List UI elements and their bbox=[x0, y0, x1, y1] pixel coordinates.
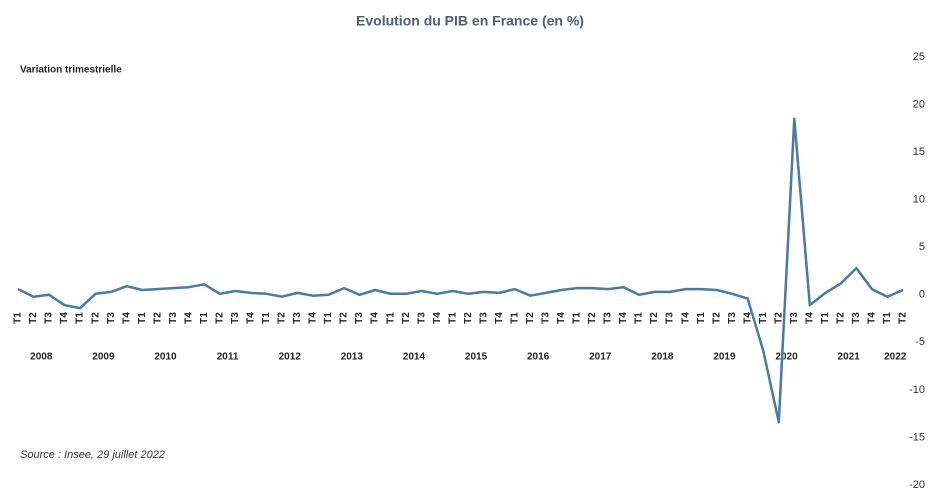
x-tick-label: T1 bbox=[13, 312, 24, 324]
x-tick-label: T4 bbox=[121, 312, 132, 324]
x-tick-label: T3 bbox=[727, 312, 738, 324]
x-tick-label: T4 bbox=[59, 312, 70, 324]
year-label: 2020 bbox=[775, 352, 798, 363]
x-tick-label: T1 bbox=[758, 312, 769, 324]
chart-title: Evolution du PIB en France (en %) bbox=[356, 13, 584, 29]
x-tick-label: T3 bbox=[44, 312, 55, 324]
x-tick-label: T4 bbox=[804, 312, 815, 324]
x-tick-label: T2 bbox=[649, 312, 660, 324]
x-tick-label: T2 bbox=[773, 312, 784, 324]
x-tick-label: T4 bbox=[308, 312, 319, 324]
x-tick-label: T3 bbox=[665, 312, 676, 324]
x-tick-label: T4 bbox=[742, 312, 753, 324]
data-line bbox=[17, 117, 904, 424]
x-tick-label: T4 bbox=[432, 312, 443, 324]
x-tick-label: T1 bbox=[882, 312, 893, 324]
x-tick-label: T2 bbox=[711, 312, 722, 324]
x-tick-label: T2 bbox=[277, 312, 288, 324]
y-tick-label: -20 bbox=[909, 479, 925, 491]
x-tick-label: T4 bbox=[618, 312, 629, 324]
year-label: 2010 bbox=[154, 352, 177, 363]
x-tick-label: T2 bbox=[463, 312, 474, 324]
x-tick-label: T1 bbox=[634, 312, 645, 324]
y-tick-label: 25 bbox=[913, 51, 925, 63]
x-tick-label: T3 bbox=[603, 312, 614, 324]
y-tick-label: 10 bbox=[913, 194, 925, 206]
x-tick-label: T1 bbox=[572, 312, 583, 324]
year-label: 2013 bbox=[341, 352, 364, 363]
x-tick-label: T2 bbox=[898, 312, 909, 324]
y-tick-label: -15 bbox=[909, 431, 925, 443]
x-tick-label: T2 bbox=[401, 312, 412, 324]
x-tick-label: T1 bbox=[75, 312, 86, 324]
y-tick-label: -5 bbox=[915, 336, 925, 348]
x-tick-label: T4 bbox=[680, 312, 691, 324]
x-tick-label: T4 bbox=[246, 312, 257, 324]
x-tick-label: T4 bbox=[556, 312, 567, 324]
x-tick-label: T3 bbox=[230, 312, 241, 324]
year-label: 2021 bbox=[838, 352, 861, 363]
x-tick-label: T4 bbox=[183, 312, 194, 324]
x-tick-label: T2 bbox=[152, 312, 163, 324]
x-tick-label: T2 bbox=[90, 312, 101, 324]
source: Source : Insee, 29 juillet 2022 bbox=[20, 449, 165, 461]
year-label: 2017 bbox=[589, 352, 612, 363]
year-label: 2019 bbox=[713, 352, 736, 363]
x-tick-label: T3 bbox=[541, 312, 552, 324]
x-tick-label: T1 bbox=[385, 312, 396, 324]
year-label: 2011 bbox=[217, 352, 239, 363]
x-tick-label: T1 bbox=[199, 312, 210, 324]
x-tick-label: T3 bbox=[478, 312, 489, 324]
x-tick-label: T2 bbox=[587, 312, 598, 324]
year-label: 2009 bbox=[92, 352, 115, 363]
x-tick-label: T3 bbox=[789, 312, 800, 324]
year-label: 2015 bbox=[465, 352, 488, 363]
x-tick-label: T1 bbox=[696, 312, 707, 324]
y-tick-label: -10 bbox=[909, 384, 925, 396]
x-tick-label: T1 bbox=[261, 312, 272, 324]
x-tick-label: T3 bbox=[354, 312, 365, 324]
x-tick-label: T1 bbox=[447, 312, 458, 324]
y-tick-label: 20 bbox=[913, 98, 925, 110]
x-tick-label: T4 bbox=[370, 312, 381, 324]
x-tick-label: T3 bbox=[416, 312, 427, 324]
x-tick-label: T2 bbox=[525, 312, 536, 324]
x-tick-label: T1 bbox=[137, 312, 148, 324]
x-tick-label: T4 bbox=[867, 312, 878, 324]
x-tick-label: T3 bbox=[292, 312, 303, 324]
x-tick-label: T3 bbox=[168, 312, 179, 324]
y-tick-label: 5 bbox=[919, 241, 925, 253]
subtitle: Variation trimestrielle bbox=[20, 65, 122, 76]
year-label: 2008 bbox=[30, 352, 53, 363]
year-label: 2012 bbox=[279, 352, 302, 363]
year-label: 2022 bbox=[884, 352, 907, 363]
year-label: 2018 bbox=[651, 352, 674, 363]
year-label: 2016 bbox=[527, 352, 550, 363]
y-tick-label: 15 bbox=[913, 146, 925, 158]
x-tick-label: T1 bbox=[323, 312, 334, 324]
x-tick-label: T2 bbox=[339, 312, 350, 324]
x-tick-label: T4 bbox=[494, 312, 505, 324]
x-tick-label: T3 bbox=[106, 312, 117, 324]
x-tick-label: T2 bbox=[28, 312, 39, 324]
year-label: 2014 bbox=[403, 352, 426, 363]
y-tick-label: 0 bbox=[919, 289, 925, 301]
x-tick-label: T2 bbox=[836, 312, 847, 324]
x-tick-label: T1 bbox=[509, 312, 520, 324]
x-tick-label: T3 bbox=[851, 312, 862, 324]
x-tick-label: T1 bbox=[820, 312, 831, 324]
x-tick-label: T2 bbox=[214, 312, 225, 324]
